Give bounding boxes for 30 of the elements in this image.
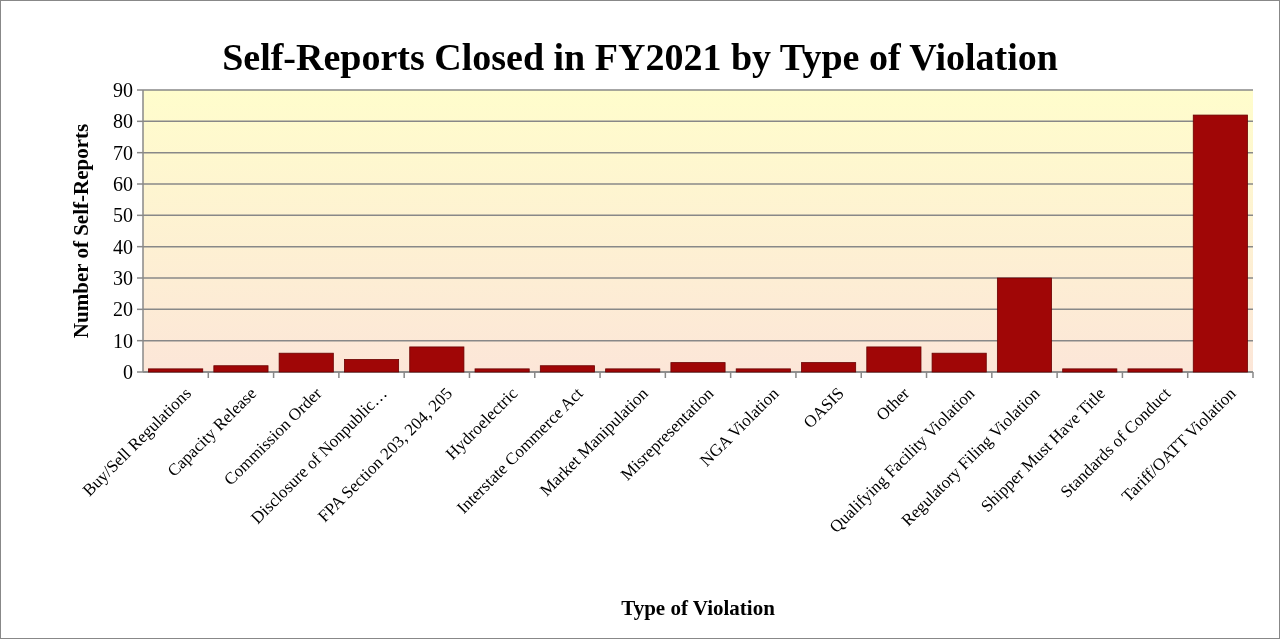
bar [278,352,334,373]
bar [670,362,726,373]
bar [539,365,595,373]
bar [1062,368,1118,373]
bar [996,277,1052,373]
bar [474,368,530,373]
y-tick-label: 0 [123,361,133,383]
y-tick-label: 10 [113,329,133,352]
bar [409,346,465,373]
bar [1127,368,1183,373]
bar [148,368,204,373]
bar [1192,114,1248,373]
bar [213,365,269,373]
bar [801,362,857,373]
y-tick-label: 20 [113,298,133,321]
bar [344,359,400,373]
y-tick-label: 40 [113,235,133,258]
bar [605,368,661,373]
bar [931,352,987,373]
y-axis-title: Number of Self-Reports [69,123,93,339]
y-tick-label: 90 [113,79,133,101]
bar [735,368,791,373]
y-tick-label: 30 [113,267,133,289]
y-tick-label: 60 [113,173,133,195]
y-tick-label: 50 [113,204,133,227]
y-tick-label: 80 [113,110,133,133]
x-axis-title: Type of Violation [621,596,776,620]
chart-title: Self-Reports Closed in FY2021 by Type of Violation [222,36,1058,78]
y-tick-label: 70 [113,141,133,164]
bar [866,346,922,373]
